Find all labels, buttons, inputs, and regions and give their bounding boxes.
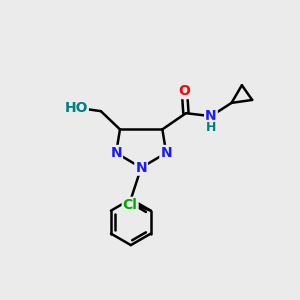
Text: H: H	[206, 121, 216, 134]
Text: HO: HO	[64, 101, 88, 115]
Text: N: N	[205, 109, 217, 123]
Text: N: N	[160, 146, 172, 160]
Text: O: O	[178, 84, 190, 98]
Text: N: N	[135, 161, 147, 175]
Text: Cl: Cl	[123, 198, 138, 212]
Text: N: N	[110, 146, 122, 160]
